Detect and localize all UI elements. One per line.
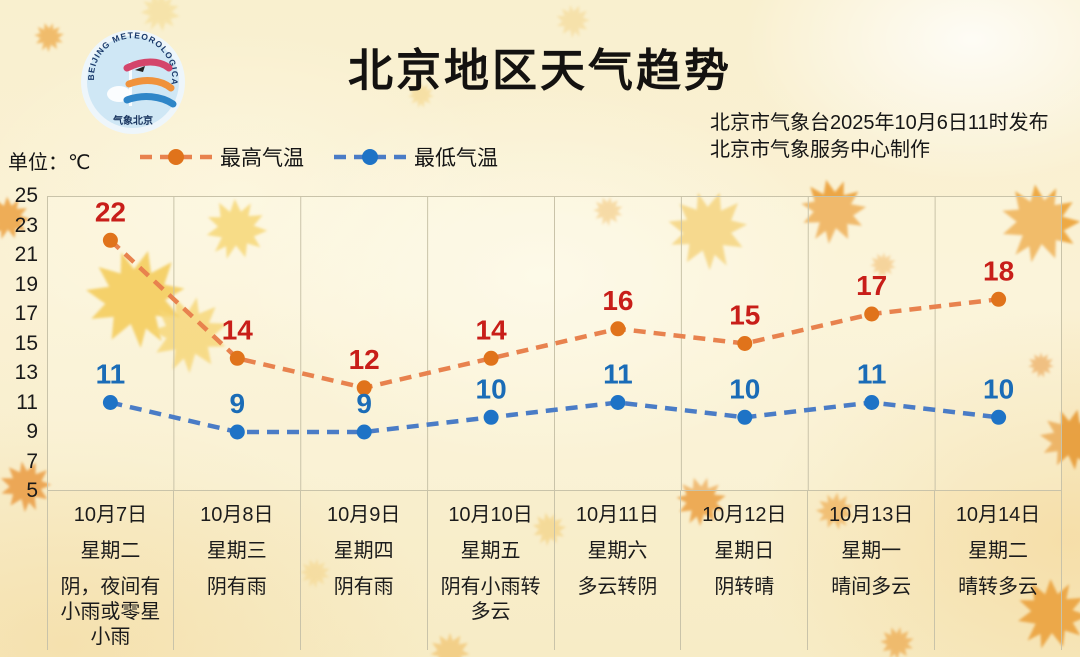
- day-weather: 阴有雨: [333, 576, 394, 598]
- logo-bottom-text: 气象北京: [112, 114, 153, 127]
- svg-text:11: 11: [96, 359, 126, 390]
- unit-label: 单位：℃: [8, 152, 91, 174]
- svg-text:10: 10: [476, 373, 507, 404]
- y-axis: 25 23 21 19 17 15 13 11 9 7 5: [0, 184, 38, 504]
- svg-text:11: 11: [603, 359, 633, 390]
- svg-text:11: 11: [857, 359, 887, 390]
- svg-text:17: 17: [856, 270, 887, 301]
- day-date: 10月10日: [448, 504, 533, 526]
- low-temp-line-swatch-icon: [334, 149, 406, 165]
- day-date: 10月9日: [327, 504, 401, 526]
- chart-legend: 最高气温 最低气温: [140, 142, 498, 172]
- forecast-day-column: 10月9日 星期四 阴有雨: [301, 491, 428, 650]
- high-temp-line-swatch-icon: [140, 149, 212, 165]
- y-tick: 23: [14, 214, 38, 237]
- y-tick: 11: [16, 391, 38, 414]
- svg-text:16: 16: [602, 285, 633, 316]
- day-weekday: 星期四: [333, 540, 394, 562]
- day-date: 10月11日: [575, 504, 659, 526]
- svg-text:9: 9: [230, 388, 246, 419]
- page-title: 北京地区天气趋势: [347, 45, 732, 96]
- day-date: 10月13日: [828, 504, 914, 526]
- day-weekday: 星期五: [460, 540, 521, 562]
- legend-item-high: 最高气温: [140, 142, 304, 172]
- day-date: 10月8日: [200, 504, 274, 526]
- svg-text:12: 12: [349, 344, 380, 375]
- svg-text:10: 10: [729, 373, 760, 404]
- legend-label-high: 最高气温: [220, 147, 304, 170]
- temperature-trend-plot: 22 14 12 14 16 15 17 18 11 9 9 10 11 10 11 10: [47, 196, 1062, 491]
- day-weekday: 星期日: [714, 540, 775, 562]
- y-tick: 13: [14, 361, 38, 384]
- forecast-day-column: 10月12日 星期日 阴转晴: [681, 491, 809, 650]
- day-date: 10月7日: [73, 504, 148, 526]
- day-date: 10月14日: [955, 504, 1041, 526]
- svg-text:10: 10: [983, 373, 1014, 404]
- svg-text:14: 14: [476, 314, 508, 345]
- forecast-day-column: 10月10日 星期五 阴有小雨转多云: [428, 491, 555, 650]
- day-weekday: 星期六: [587, 540, 648, 562]
- day-weather: 阴，夜间有小雨或零星小雨: [60, 576, 161, 648]
- svg-text:9: 9: [356, 388, 372, 419]
- day-weekday: 星期三: [206, 540, 267, 562]
- y-tick: 21: [14, 243, 38, 266]
- svg-text:15: 15: [729, 300, 760, 331]
- forecast-day-column: 10月13日 星期一 晴间多云: [808, 491, 936, 650]
- y-tick: 17: [14, 302, 38, 325]
- y-tick: 7: [26, 450, 38, 473]
- day-weekday: 星期二: [80, 540, 141, 562]
- y-tick: 25: [14, 184, 38, 207]
- day-weather: 阴转晴: [714, 576, 775, 598]
- day-weather: 多云转阴: [577, 576, 658, 598]
- day-weather: 晴间多云: [831, 576, 912, 598]
- legend-label-low: 最低气温: [414, 147, 498, 170]
- day-weather: 阴有小雨转多云: [440, 576, 541, 623]
- y-tick: 15: [14, 332, 38, 355]
- y-tick: 5: [26, 479, 38, 502]
- issued-info: 北京市气象台2025年10月6日11时发布 北京市气象服务中心制作: [710, 110, 1049, 164]
- day-weather: 晴转多云: [958, 576, 1039, 598]
- day-weather: 阴有雨: [206, 576, 267, 598]
- svg-text:18: 18: [983, 255, 1014, 286]
- forecast-day-column: 10月7日 星期二 阴，夜间有小雨或零星小雨: [47, 491, 174, 650]
- svg-text:22: 22: [95, 196, 126, 227]
- day-weekday: 星期一: [841, 540, 902, 562]
- y-tick: 9: [26, 420, 38, 443]
- svg-text:14: 14: [222, 314, 254, 345]
- forecast-table: 10月7日 星期二 阴，夜间有小雨或零星小雨 10月8日 星期三 阴有雨 10月…: [47, 491, 1062, 650]
- forecast-day-column: 10月14日 星期二 晴转多云: [935, 491, 1062, 650]
- issued-line-1: 北京市气象台2025年10月6日11时发布: [710, 112, 1049, 134]
- meteorological-service-logo: BEIJING METEOROLOGICAL SERVICE 气象北京: [79, 28, 185, 134]
- day-date: 10月12日: [702, 504, 787, 526]
- issued-line-2: 北京市气象服务中心制作: [710, 139, 930, 161]
- day-weekday: 星期二: [968, 540, 1029, 562]
- legend-item-low: 最低气温: [334, 142, 498, 172]
- y-tick: 19: [14, 273, 38, 296]
- forecast-day-column: 10月11日 星期六 多云转阴: [555, 491, 682, 650]
- forecast-day-column: 10月8日 星期三 阴有雨: [174, 491, 301, 650]
